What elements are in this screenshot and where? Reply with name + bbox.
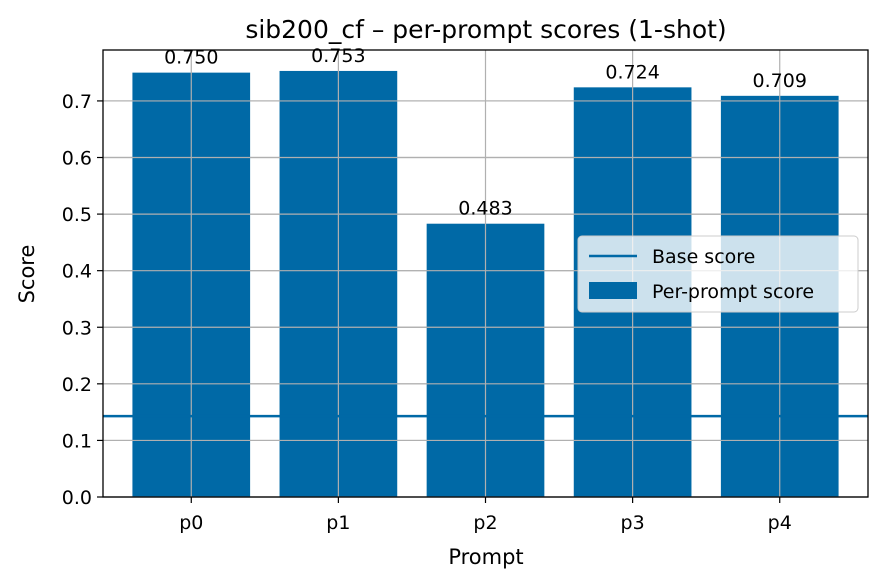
data-label-p1: 0.753 [311,45,365,67]
data-label-p4: 0.709 [753,70,807,92]
x-tick-label: p2 [473,512,497,534]
y-tick-label: 0.1 [62,430,92,452]
x-axis-label: Prompt [448,545,523,569]
y-tick-label: 0.4 [62,261,92,283]
y-tick-label: 0.3 [62,317,92,339]
legend-label-per-prompt-score: Per-prompt score [652,281,814,303]
chart-title: sib200_cf – per-prompt scores (1-shot) [245,15,726,44]
x-tick-label: p3 [621,512,645,534]
y-tick-label: 0.0 [62,487,92,509]
legend-per-prompt-swatch [589,282,637,299]
y-tick-label: 0.6 [62,148,92,170]
data-label-p2: 0.483 [458,198,512,220]
data-label-p3: 0.724 [605,61,659,83]
x-tick-label: p1 [326,512,350,534]
legend-label-base-score: Base score [652,246,755,268]
y-tick-label: 0.2 [62,374,92,396]
x-tick-label: p4 [768,512,792,534]
data-label-p0: 0.750 [164,47,218,69]
y-tick-label: 0.7 [62,91,92,113]
y-tick-label: 0.5 [62,204,92,226]
y-axis-label: Score [15,245,39,304]
legend-box [577,235,859,313]
x-axis-ticks: p0 p1 p2 p3 p4 [179,497,792,534]
y-axis-ticks: 0.0 0.1 0.2 0.3 0.4 0.5 0.6 0.7 [62,91,103,509]
legend: Base score Per-prompt score [577,235,859,313]
x-tick-label: p0 [179,512,203,534]
